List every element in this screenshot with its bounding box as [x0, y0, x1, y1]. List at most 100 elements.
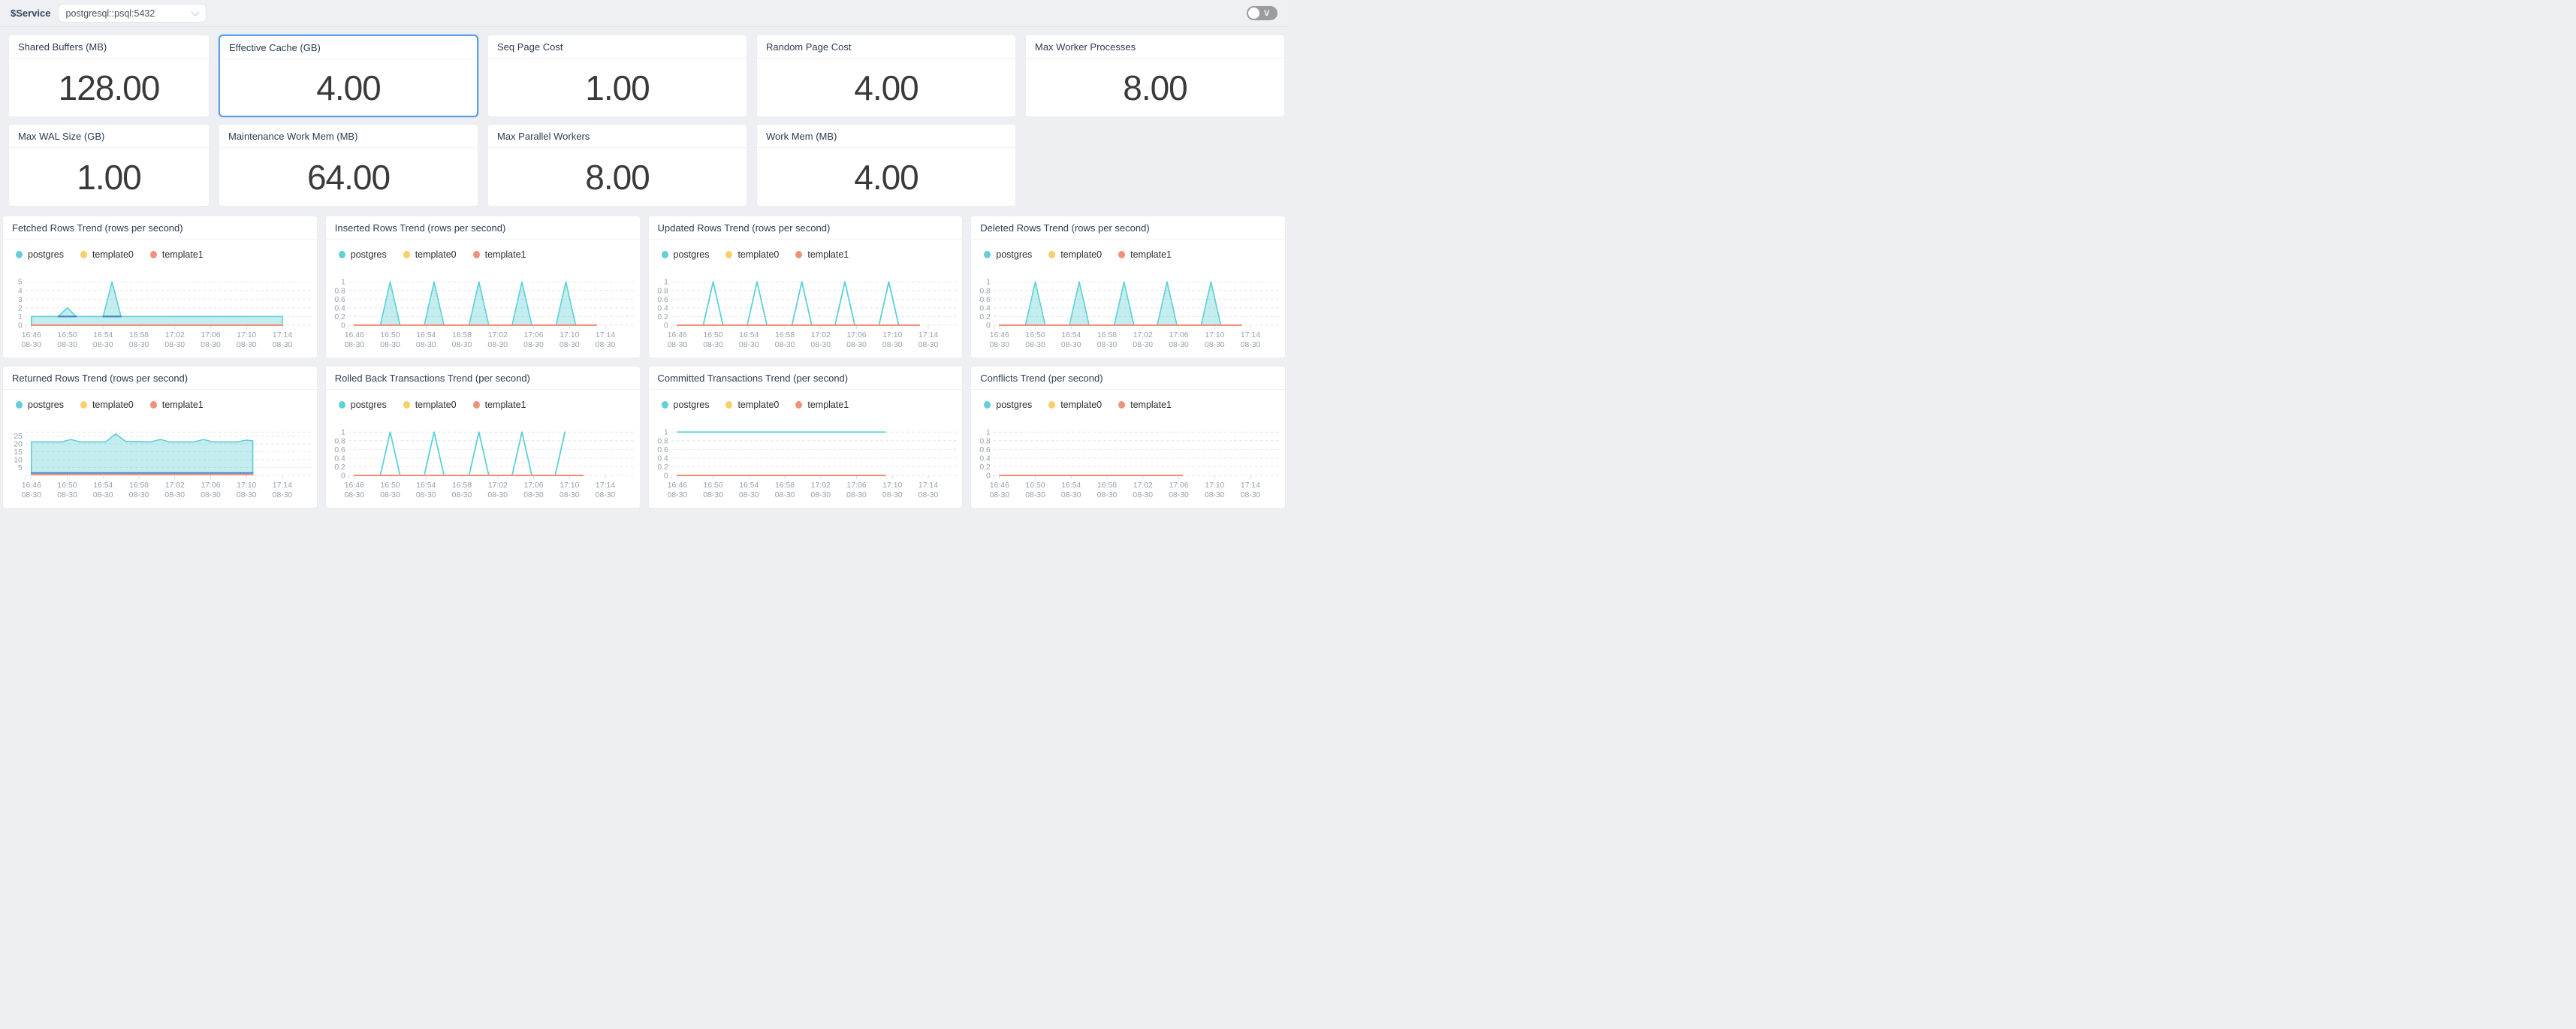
chart-legend: postgres template0 template1 — [339, 400, 640, 410]
svg-text:2: 2 — [18, 304, 23, 312]
stat-card[interactable]: Max Worker Processes8.00 — [1025, 35, 1285, 117]
legend-swatch-icon — [1118, 251, 1125, 258]
legend-item-template1[interactable]: template1 — [473, 249, 526, 260]
stat-body: 4.00 — [757, 59, 1015, 116]
stat-card[interactable]: Max Parallel Workers8.00 — [487, 124, 747, 207]
svg-text:08-30: 08-30 — [129, 491, 149, 499]
legend-swatch-icon — [725, 251, 732, 258]
svg-text:1: 1 — [986, 279, 991, 287]
svg-text:08-30: 08-30 — [164, 491, 185, 499]
stat-card[interactable]: Work Mem (MB)4.00 — [756, 124, 1016, 207]
legend-item-template1[interactable]: template1 — [795, 249, 849, 260]
svg-text:08-30: 08-30 — [451, 341, 472, 349]
stat-card[interactable]: Max WAL Size (GB)1.00 — [8, 124, 210, 207]
legend-item-template0[interactable]: template0 — [1048, 400, 1102, 410]
svg-text:17:06: 17:06 — [523, 481, 543, 490]
stat-title: Seq Page Cost — [488, 35, 747, 59]
svg-text:08-30: 08-30 — [57, 491, 77, 499]
svg-text:08-30: 08-30 — [1097, 341, 1118, 349]
svg-text:08-30: 08-30 — [416, 341, 436, 349]
legend-item-template1[interactable]: template1 — [1118, 249, 1172, 260]
svg-text:17:14: 17:14 — [596, 481, 615, 490]
legend-item-template1[interactable]: template1 — [795, 400, 849, 410]
svg-text:08-30: 08-30 — [1205, 491, 1225, 499]
svg-text:5: 5 — [18, 464, 23, 472]
svg-text:16:58: 16:58 — [129, 331, 149, 339]
chart-canvas[interactable]: 25201510516:4608-3016:5008-3016:5408-301… — [3, 426, 317, 505]
svg-text:16:50: 16:50 — [703, 481, 722, 490]
svg-text:08-30: 08-30 — [667, 491, 687, 499]
chart-canvas[interactable]: 54321016:4608-3016:5008-3016:5408-3016:5… — [3, 276, 317, 355]
chart-canvas[interactable]: 10.80.60.40.2016:4608-3016:5008-3016:540… — [649, 426, 963, 505]
stat-card[interactable]: Seq Page Cost1.00 — [487, 35, 747, 117]
legend-item-postgres[interactable]: postgres — [16, 249, 64, 260]
legend-item-postgres[interactable]: postgres — [16, 400, 64, 410]
svg-text:16:54: 16:54 — [93, 331, 113, 339]
stat-body: 1.00 — [9, 148, 209, 206]
svg-text:16:46: 16:46 — [990, 481, 1009, 490]
legend-item-template0[interactable]: template0 — [403, 400, 457, 410]
legend-item-template1[interactable]: template1 — [150, 249, 204, 260]
svg-text:08-30: 08-30 — [201, 341, 221, 349]
legend-label: template1 — [162, 249, 204, 260]
chart-canvas[interactable]: 10.80.60.40.2016:4608-3016:5008-3016:540… — [971, 426, 1285, 505]
chart-panel-inserted: Inserted Rows Trend (rows per second)pos… — [325, 216, 641, 358]
chart-panel-conflicts: Conflicts Trend (per second)postgrestemp… — [970, 366, 1286, 508]
legend-item-template0[interactable]: template0 — [725, 400, 779, 410]
svg-text:08-30: 08-30 — [882, 491, 902, 499]
legend-label: postgres — [351, 400, 387, 410]
legend-item-template1[interactable]: template1 — [150, 400, 204, 410]
variables-toggle[interactable]: V — [1247, 6, 1277, 20]
legend-item-postgres[interactable]: postgres — [984, 400, 1032, 410]
svg-text:08-30: 08-30 — [344, 341, 364, 349]
svg-text:1: 1 — [341, 429, 345, 437]
legend-label: template0 — [738, 400, 779, 410]
chart-canvas[interactable]: 10.80.60.40.2016:4608-3016:5008-3016:540… — [971, 276, 1285, 355]
legend-item-template0[interactable]: template0 — [1048, 249, 1102, 260]
legend-item-postgres[interactable]: postgres — [339, 400, 387, 410]
chart-legend: postgres template0 template1 — [339, 249, 640, 260]
legend-item-template1[interactable]: template1 — [1118, 400, 1172, 410]
chart-legend: postgres template0 template1 — [16, 400, 317, 410]
stat-card[interactable]: Maintenance Work Mem (MB)64.00 — [219, 124, 478, 207]
svg-text:17:02: 17:02 — [487, 481, 507, 490]
legend-item-template0[interactable]: template0 — [80, 249, 134, 260]
legend-label: template1 — [485, 249, 526, 260]
legend-swatch-icon — [473, 401, 480, 409]
svg-text:1: 1 — [341, 279, 345, 287]
legend-swatch-icon — [725, 401, 732, 409]
svg-text:08-30: 08-30 — [129, 341, 149, 349]
stat-value: 4.00 — [854, 68, 918, 108]
legend-item-template0[interactable]: template0 — [80, 400, 134, 410]
legend-item-postgres[interactable]: postgres — [662, 249, 710, 260]
svg-text:17:02: 17:02 — [810, 331, 830, 339]
stat-card[interactable]: Shared Buffers (MB)128.00 — [8, 35, 210, 117]
svg-text:0.8: 0.8 — [980, 287, 991, 295]
svg-text:08-30: 08-30 — [595, 491, 615, 499]
legend-item-template1[interactable]: template1 — [473, 400, 526, 410]
chart-canvas[interactable]: 10.80.60.40.2016:4608-3016:5008-3016:540… — [326, 426, 640, 505]
legend-item-postgres[interactable]: postgres — [339, 249, 387, 260]
svg-text:08-30: 08-30 — [595, 341, 615, 349]
legend-swatch-icon — [795, 251, 802, 258]
chart-panel-committed: Committed Transactions Trend (per second… — [648, 366, 964, 508]
stat-card[interactable]: Effective Cache (GB)4.00 — [219, 35, 478, 117]
legend-label: template1 — [485, 400, 526, 410]
legend-swatch-icon — [16, 401, 23, 409]
legend-item-postgres[interactable]: postgres — [984, 249, 1032, 260]
svg-text:17:06: 17:06 — [523, 331, 543, 339]
legend-item-template0[interactable]: template0 — [403, 249, 457, 260]
svg-text:25: 25 — [14, 433, 23, 441]
stat-card[interactable]: Random Page Cost4.00 — [756, 35, 1016, 117]
chart-canvas[interactable]: 10.80.60.40.2016:4608-3016:5008-3016:540… — [649, 276, 963, 355]
service-label: $Service — [11, 8, 51, 19]
svg-text:16:46: 16:46 — [990, 331, 1009, 339]
legend-item-template0[interactable]: template0 — [725, 249, 779, 260]
legend-item-postgres[interactable]: postgres — [662, 400, 710, 410]
legend-label: template0 — [1060, 400, 1102, 410]
svg-text:0.4: 0.4 — [334, 304, 345, 312]
svg-text:0.2: 0.2 — [334, 463, 345, 472]
service-select[interactable]: postgresql::psql:5432 — [58, 4, 207, 23]
svg-text:08-30: 08-30 — [703, 491, 723, 499]
chart-canvas[interactable]: 10.80.60.40.2016:4608-3016:5008-3016:540… — [326, 276, 640, 355]
